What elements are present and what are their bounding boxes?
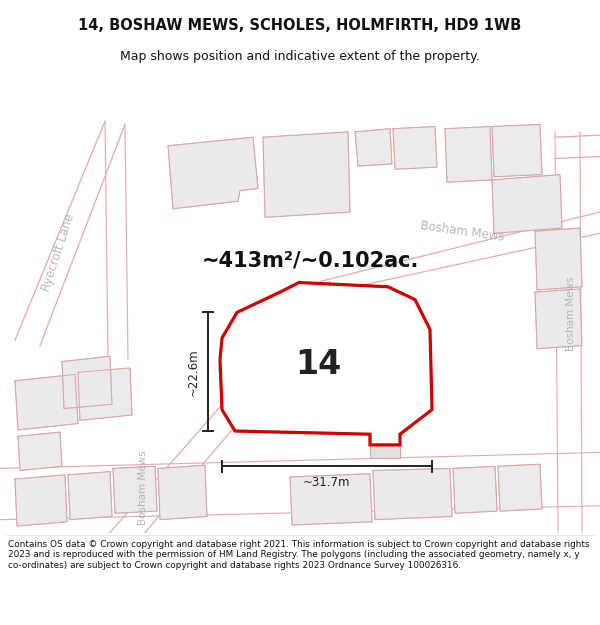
Polygon shape xyxy=(62,356,112,409)
Polygon shape xyxy=(15,374,78,430)
Text: Map shows position and indicative extent of the property.: Map shows position and indicative extent… xyxy=(120,50,480,62)
Text: Contains OS data © Crown copyright and database right 2021. This information is : Contains OS data © Crown copyright and d… xyxy=(8,540,589,570)
Polygon shape xyxy=(498,464,542,511)
Text: Bosham Mews: Bosham Mews xyxy=(217,318,293,379)
Polygon shape xyxy=(263,132,350,218)
Polygon shape xyxy=(492,174,562,233)
Polygon shape xyxy=(355,129,392,166)
Polygon shape xyxy=(158,465,207,519)
Polygon shape xyxy=(18,432,62,471)
Polygon shape xyxy=(290,474,372,525)
Polygon shape xyxy=(445,126,492,182)
Text: 14, BOSHAW MEWS, SCHOLES, HOLMFIRTH, HD9 1WB: 14, BOSHAW MEWS, SCHOLES, HOLMFIRTH, HD9… xyxy=(79,18,521,33)
Polygon shape xyxy=(535,228,582,290)
Polygon shape xyxy=(78,368,132,421)
Polygon shape xyxy=(15,475,67,526)
Polygon shape xyxy=(113,466,157,513)
Text: 14: 14 xyxy=(295,348,341,381)
Text: Bosham Mews: Bosham Mews xyxy=(419,219,505,244)
Polygon shape xyxy=(492,124,542,177)
Text: ~31.7m: ~31.7m xyxy=(303,476,351,489)
Polygon shape xyxy=(68,472,112,519)
Polygon shape xyxy=(373,468,452,519)
Polygon shape xyxy=(370,436,400,457)
Polygon shape xyxy=(393,126,437,169)
Polygon shape xyxy=(235,349,280,415)
Text: Ryecroft Lane: Ryecroft Lane xyxy=(40,212,77,293)
Text: Bosham Mews: Bosham Mews xyxy=(566,276,576,351)
Polygon shape xyxy=(168,138,258,209)
Polygon shape xyxy=(453,466,497,513)
Polygon shape xyxy=(370,413,400,436)
Text: ~413m²/~0.102ac.: ~413m²/~0.102ac. xyxy=(202,250,419,270)
Polygon shape xyxy=(220,282,432,445)
Text: Bosham Mews: Bosham Mews xyxy=(138,451,148,525)
Text: ~22.6m: ~22.6m xyxy=(187,348,199,396)
Polygon shape xyxy=(535,289,582,349)
